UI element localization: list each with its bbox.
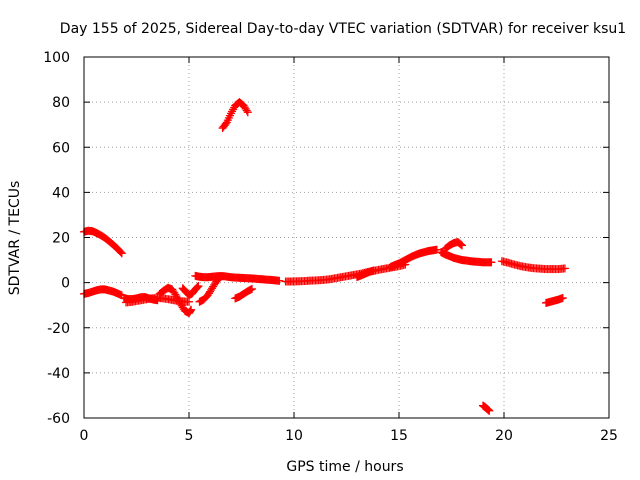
y-tick-labels: -60 -40 -20 0 20 40 60 80 100 <box>43 50 70 427</box>
plot-frame <box>83 56 610 419</box>
data-point-fill <box>192 283 201 292</box>
data-point <box>432 245 441 254</box>
chart-title: Day 155 of 2025, Sidereal Day-to-day VTE… <box>60 21 626 37</box>
data-point <box>458 241 466 250</box>
y-tick-label: 100 <box>43 50 70 66</box>
data-point <box>194 282 203 291</box>
data-point <box>558 293 567 302</box>
x-tick-label: 10 <box>285 428 303 444</box>
y-tick-label: -40 <box>47 366 70 382</box>
data-point <box>185 297 193 306</box>
data-points <box>80 98 569 415</box>
y-tick-label: -60 <box>47 411 70 427</box>
data-point-fill <box>456 240 465 249</box>
x-tick-label: 0 <box>80 428 89 444</box>
data-point <box>243 108 252 117</box>
y-axis-label: SDTVAR / TECUs <box>7 181 23 296</box>
x-tick-label: 20 <box>495 428 513 444</box>
y-tick-label: 60 <box>52 140 70 156</box>
data-point-fill <box>242 106 251 115</box>
y-tick-label: 80 <box>52 95 70 111</box>
data-point <box>487 258 496 267</box>
data-point-fill <box>193 282 202 291</box>
x-tick-label: 5 <box>185 428 194 444</box>
grid-lines <box>84 57 609 418</box>
x-tick-label: 15 <box>390 428 408 444</box>
data-point <box>117 249 126 258</box>
data-point <box>369 266 378 275</box>
y-tick-label: -20 <box>47 321 70 337</box>
x-tick-label: 25 <box>600 428 618 444</box>
data-point <box>275 276 284 285</box>
y-tick-label: 40 <box>52 185 70 201</box>
data-point <box>560 264 569 273</box>
x-axis-label: GPS time / hours <box>286 459 403 475</box>
y-tick-label: 0 <box>61 276 70 292</box>
data-point <box>485 406 494 415</box>
data-point <box>248 284 256 293</box>
data-point-fill <box>116 248 125 257</box>
data-point <box>187 305 196 314</box>
axis-ticks <box>83 56 610 419</box>
y-tick-label: 20 <box>52 231 70 247</box>
x-tick-labels: 0 5 10 15 20 25 <box>80 428 618 444</box>
